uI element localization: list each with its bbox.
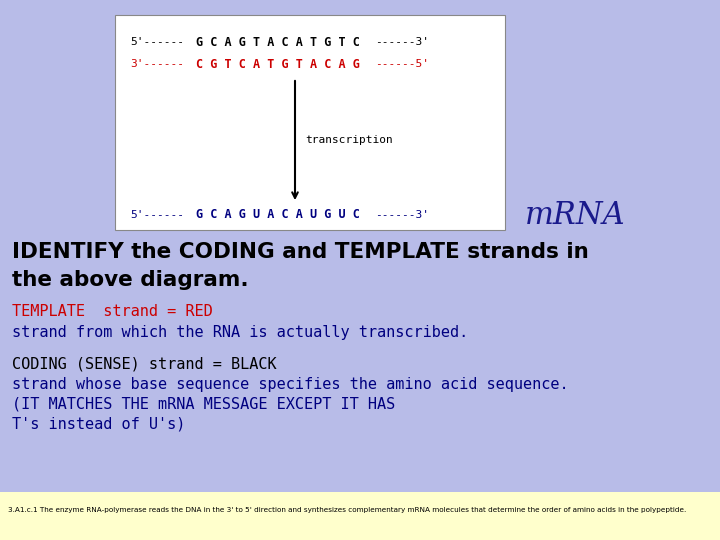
- Text: the above diagram.: the above diagram.: [12, 270, 248, 290]
- Text: mRNA: mRNA: [525, 199, 626, 231]
- Text: 5'------: 5'------: [130, 37, 184, 47]
- Text: (IT MATCHES THE mRNA MESSAGE EXCEPT IT HAS: (IT MATCHES THE mRNA MESSAGE EXCEPT IT H…: [12, 396, 395, 411]
- Text: 3.A1.c.1 The enzyme RNA-polymerase reads the DNA in the 3' to 5' direction and s: 3.A1.c.1 The enzyme RNA-polymerase reads…: [8, 507, 686, 513]
- Text: ------3': ------3': [375, 37, 429, 47]
- Text: strand whose base sequence specifies the amino acid sequence.: strand whose base sequence specifies the…: [12, 376, 569, 392]
- Text: C G T C A T G T A C A G: C G T C A T G T A C A G: [196, 57, 360, 71]
- FancyBboxPatch shape: [115, 15, 505, 230]
- Text: G C A G T A C A T G T C: G C A G T A C A T G T C: [196, 36, 360, 49]
- Text: T's instead of U's): T's instead of U's): [12, 416, 185, 431]
- Text: TEMPLATE  strand = RED: TEMPLATE strand = RED: [12, 305, 212, 320]
- Text: strand from which the RNA is actually transcribed.: strand from which the RNA is actually tr…: [12, 325, 468, 340]
- Text: 3'------: 3'------: [130, 59, 184, 69]
- Text: G C A G U A C A U G U C: G C A G U A C A U G U C: [196, 208, 360, 221]
- Text: CODING (SENSE) strand = BLACK: CODING (SENSE) strand = BLACK: [12, 356, 276, 372]
- Text: ------3': ------3': [375, 210, 429, 220]
- Text: IDENTIFY the CODING and TEMPLATE strands in: IDENTIFY the CODING and TEMPLATE strands…: [12, 242, 589, 262]
- FancyBboxPatch shape: [0, 492, 720, 540]
- Text: 5'------: 5'------: [130, 210, 184, 220]
- Text: transcription: transcription: [305, 135, 392, 145]
- Text: ------5': ------5': [375, 59, 429, 69]
